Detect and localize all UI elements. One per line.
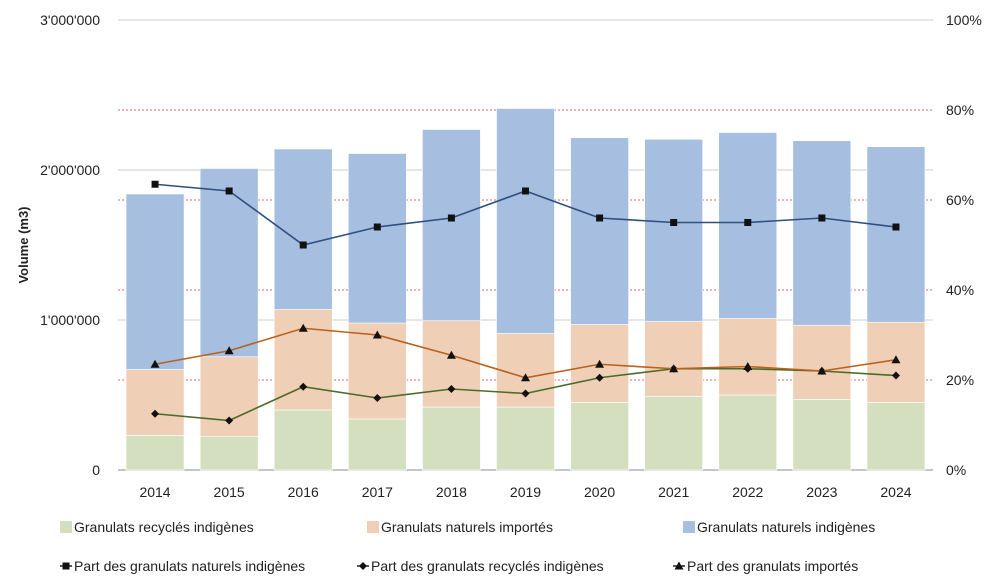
point: [359, 562, 367, 570]
bar: [496, 406, 555, 471]
legend-label: Granulats recyclés indigènes: [74, 519, 254, 535]
bar: [422, 320, 481, 408]
x-tick-label: 2024: [880, 484, 911, 500]
y2-tick-label: 60%: [946, 192, 974, 208]
x-tick-label: 2018: [436, 484, 467, 500]
point: [891, 371, 900, 380]
point: [670, 219, 678, 226]
bar: [125, 435, 185, 471]
point: [151, 180, 159, 188]
point: [521, 389, 530, 398]
bar: [792, 399, 852, 471]
x-tick-label: 2023: [806, 484, 837, 500]
point: [446, 350, 456, 359]
x-tick-label: 2016: [288, 484, 319, 500]
point: [521, 373, 530, 382]
bar: [792, 140, 852, 326]
bar: [273, 148, 333, 310]
legend-label: Part des granulats importés: [687, 558, 858, 574]
legend-swatch: [683, 521, 695, 533]
legend-swatch: [60, 521, 72, 533]
x-tick-label: 2020: [584, 484, 615, 500]
legend-label: Part des granulats naturels indigènes: [74, 558, 305, 574]
y-axis-label: Volume (m3): [16, 206, 31, 283]
bar: [348, 418, 407, 471]
point: [373, 223, 381, 231]
point: [892, 223, 900, 231]
line-series: [150, 180, 901, 425]
x-tick-label: 2021: [658, 484, 689, 500]
bar: [866, 146, 926, 323]
bar: [718, 318, 778, 396]
y-tick-label: 3'000'000: [40, 12, 100, 28]
bar: [644, 396, 703, 471]
axes: 0 1'000'000 2'000'000 3'000'000 0% 20% 40% 60% 8…: [16, 12, 982, 500]
bar: [125, 193, 185, 370]
bar: [570, 137, 629, 325]
y2-tick-label: 100%: [946, 12, 982, 28]
point: [372, 330, 382, 339]
point: [817, 366, 827, 375]
point: [818, 214, 826, 222]
point: [595, 373, 604, 382]
point: [891, 355, 901, 364]
point: [225, 187, 233, 195]
bar: [348, 153, 407, 324]
y-tick-label: 1'000'000: [40, 312, 100, 328]
point: [595, 359, 605, 368]
point: [299, 382, 308, 391]
bar: [644, 321, 703, 397]
point: [151, 409, 160, 418]
legend-label: Part des granulats recyclés indigènes: [371, 558, 604, 574]
bars: [125, 108, 926, 471]
point: [298, 323, 308, 332]
point: [522, 187, 529, 195]
x-tick-label: 2014: [139, 484, 170, 500]
bar: [644, 138, 703, 322]
legend-swatch: [367, 521, 379, 533]
point: [669, 364, 679, 373]
y2-tick-label: 40%: [946, 282, 974, 298]
legend-label: Granulats naturels indigènes: [697, 519, 875, 535]
y2-tick-label: 20%: [946, 372, 974, 388]
point: [596, 214, 604, 222]
x-tick-label: 2015: [214, 484, 245, 500]
y-tick-label: 0: [92, 462, 100, 478]
bar: [496, 108, 555, 334]
point: [299, 241, 307, 249]
point: [447, 385, 456, 393]
bar: [422, 406, 481, 471]
y2-tick-label: 0%: [946, 462, 966, 478]
x-tick-label: 2019: [510, 484, 541, 500]
y-tick-label: 2'000'000: [40, 162, 100, 178]
bar: [348, 322, 407, 420]
point: [373, 394, 382, 402]
y2-tick-label: 80%: [946, 102, 974, 118]
bar: [866, 402, 926, 471]
bar: [125, 369, 185, 436]
bar: [422, 129, 481, 322]
x-tick-label: 2017: [362, 484, 393, 500]
point: [743, 362, 753, 370]
legend: Granulats recyclés indigènes Granulats na…: [60, 519, 875, 574]
bar: [792, 324, 852, 400]
legend-label: Granulats naturels importés: [381, 519, 553, 535]
point: [225, 416, 234, 425]
x-tick-label: 2022: [732, 484, 763, 500]
bar: [718, 394, 778, 471]
point: [62, 562, 70, 570]
point: [674, 561, 684, 570]
bar: [273, 409, 333, 471]
point: [744, 219, 752, 226]
bar: [199, 168, 259, 358]
bar: [199, 435, 259, 471]
point: [224, 346, 234, 355]
bar: [570, 402, 629, 471]
point: [150, 359, 160, 368]
point: [447, 214, 455, 222]
